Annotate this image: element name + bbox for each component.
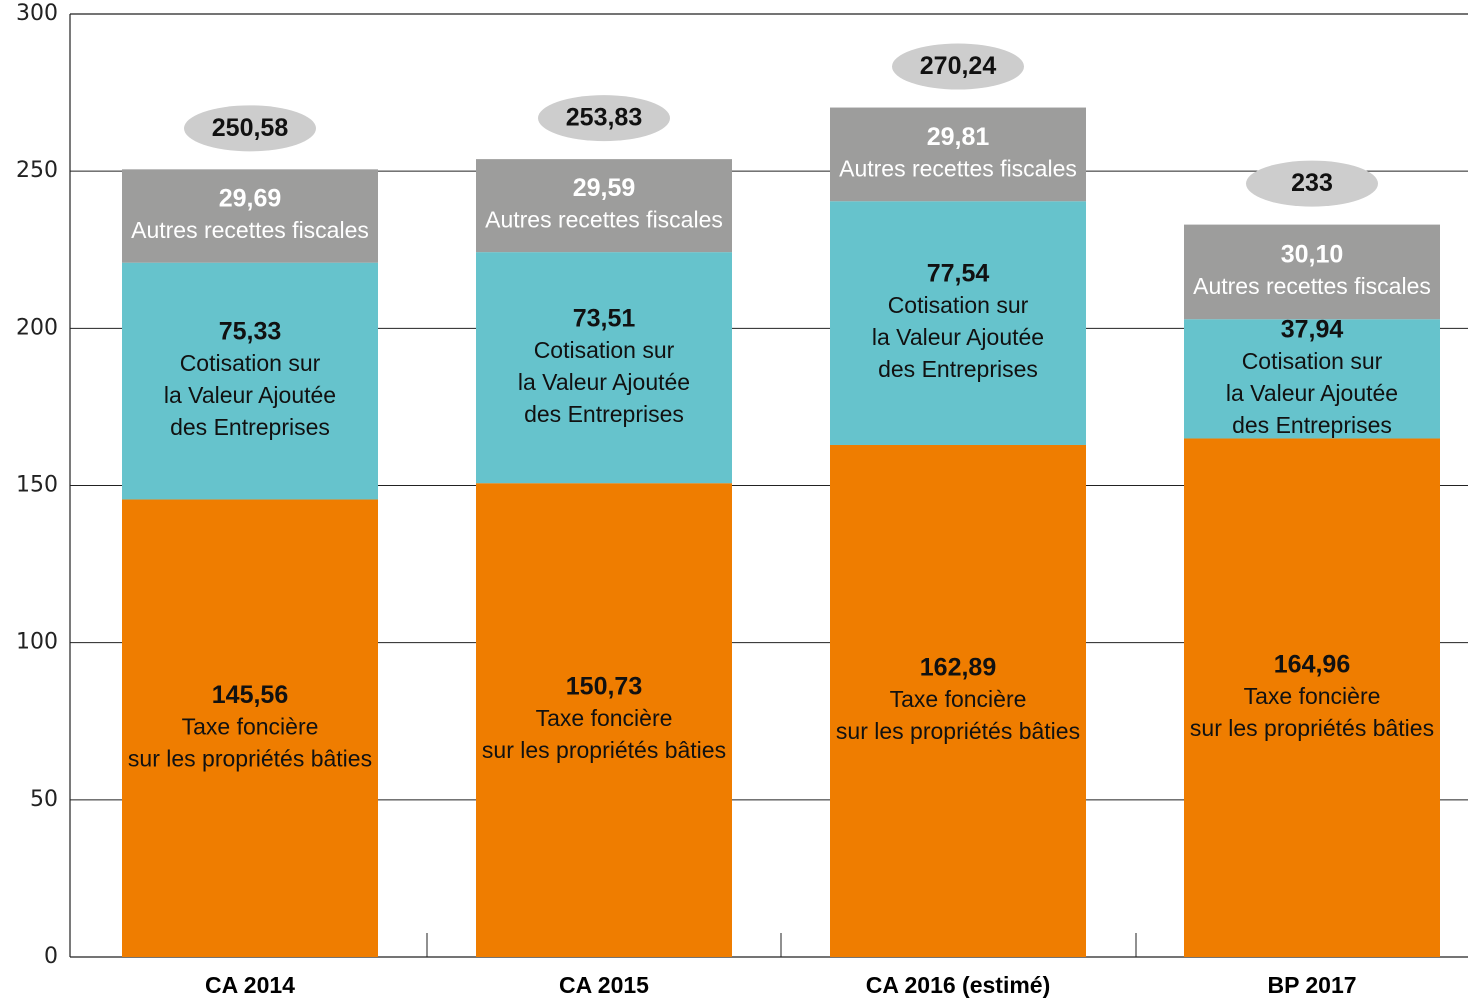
y-tick-label: 50: [30, 787, 58, 812]
value-label: 30,10: [1281, 241, 1344, 269]
segment-label: sur les propriétés bâties: [482, 737, 726, 763]
total-label: 233: [1291, 169, 1333, 197]
value-label: 37,94: [1281, 315, 1344, 343]
segment-label: la Valeur Ajoutée: [1226, 380, 1398, 406]
total-badge: [538, 95, 670, 142]
x-tick-label: CA 2016 (estimé): [866, 972, 1051, 998]
bar-segment: [1184, 438, 1440, 958]
y-tick-label: 100: [16, 630, 58, 655]
segment-label: Autres recettes fiscales: [1193, 273, 1431, 299]
bar-segment: [1184, 224, 1440, 320]
bar-segment: [830, 107, 1086, 202]
segment-label: Taxe foncière: [536, 705, 673, 731]
y-tick-label: 200: [16, 315, 58, 340]
x-tick-label: CA 2015: [559, 972, 649, 998]
segment-label: Autres recettes fiscales: [485, 207, 723, 233]
x-tick-label: BP 2017: [1267, 972, 1356, 998]
segment-label: la Valeur Ajoutée: [518, 369, 690, 395]
x-tick-label: CA 2014: [205, 972, 295, 998]
bar-segment: [476, 159, 732, 253]
value-label: 145,56: [212, 681, 288, 709]
value-label: 150,73: [566, 673, 642, 701]
total-label: 270,24: [920, 52, 997, 80]
bar-segment: [1184, 319, 1440, 439]
segment-label: Taxe foncière: [890, 686, 1027, 712]
bar-segment: [476, 483, 732, 957]
segment-label: sur les propriétés bâties: [836, 718, 1080, 744]
segment-label: la Valeur Ajoutée: [872, 324, 1044, 350]
segment-label: des Entreprises: [170, 414, 330, 440]
segment-label: Taxe foncière: [182, 713, 319, 739]
bar-segment: [122, 499, 378, 957]
segment-label: Cotisation sur: [888, 292, 1029, 318]
value-label: 77,54: [927, 260, 990, 288]
value-label: 29,69: [219, 185, 282, 213]
y-tick-label: 0: [44, 944, 58, 969]
value-label: 162,89: [920, 654, 996, 682]
value-label: 29,59: [573, 174, 636, 202]
segment-label: des Entreprises: [878, 356, 1038, 382]
y-tick-label: 250: [16, 158, 58, 183]
segment-label: sur les propriétés bâties: [128, 745, 372, 771]
segment-label: Taxe foncière: [1244, 683, 1381, 709]
total-label: 253,83: [566, 104, 642, 132]
segment-label: des Entreprises: [524, 401, 684, 427]
segment-label: Autres recettes fiscales: [839, 155, 1077, 181]
total-badge: [184, 105, 316, 152]
value-label: 29,81: [927, 123, 990, 151]
bar-segment: [122, 262, 378, 500]
value-label: 73,51: [573, 304, 636, 332]
total-badge: [892, 43, 1024, 90]
segment-label: Cotisation sur: [1242, 348, 1383, 374]
value-label: 164,96: [1274, 650, 1350, 678]
segment-label: des Entreprises: [1232, 412, 1392, 438]
segment-label: Autres recettes fiscales: [131, 217, 369, 243]
segment-label: Cotisation sur: [180, 350, 321, 376]
total-badge: [1246, 160, 1378, 207]
segment-label: la Valeur Ajoutée: [164, 382, 336, 408]
value-label: 75,33: [219, 318, 282, 346]
bar-segment: [830, 201, 1086, 445]
segment-label: Cotisation sur: [534, 337, 675, 363]
bar-segment: [122, 169, 378, 263]
y-tick-label: 150: [16, 473, 58, 498]
bar-segment: [830, 444, 1086, 957]
total-label: 250,58: [212, 114, 289, 142]
bar-segment: [476, 252, 732, 484]
segment-label: sur les propriétés bâties: [1190, 715, 1434, 741]
y-tick-label: 300: [16, 1, 58, 26]
